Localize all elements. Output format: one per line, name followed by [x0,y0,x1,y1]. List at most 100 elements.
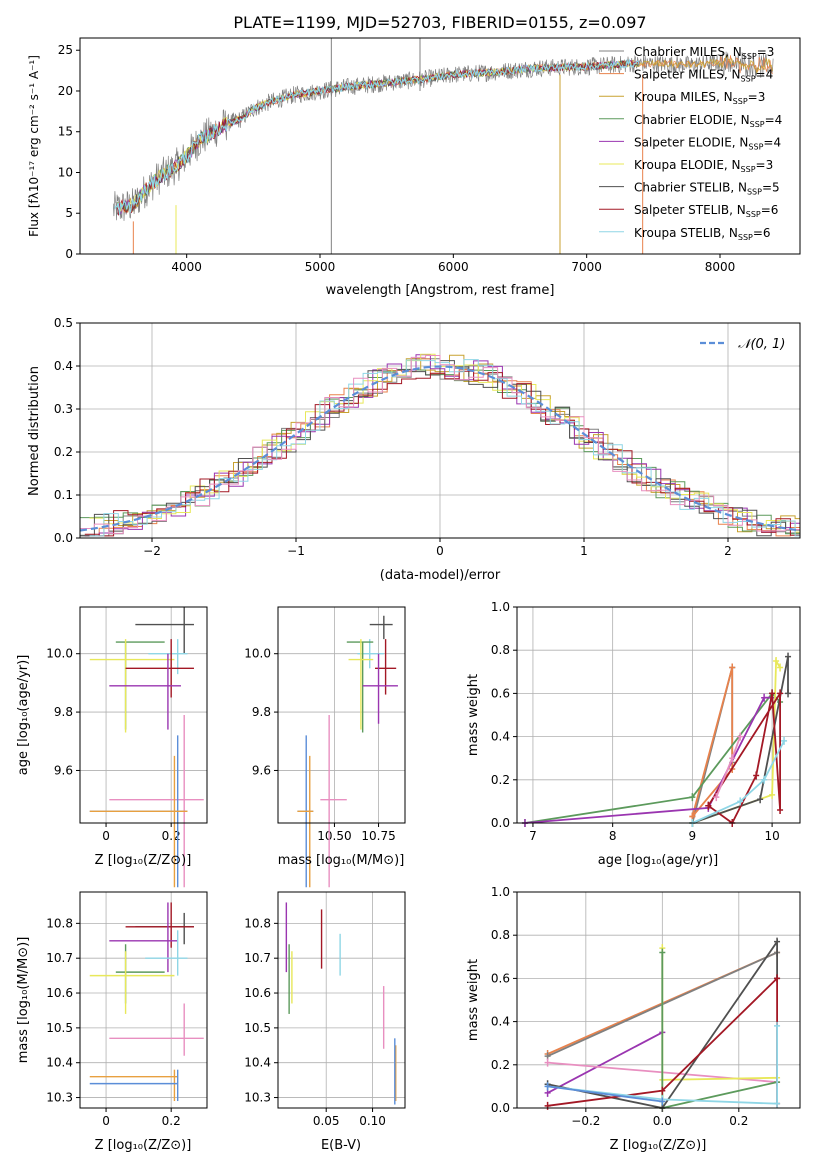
weight-vs-age-series-line [707,690,781,825]
mass-vs-metallicity-plot: 0 0.2 10.3 10.4 10.5 10.6 10.7 10.8 [46,892,207,1128]
weight-vs-metallicity-series-line [547,1031,663,1094]
age-vs-metallicity-ytick-label: 9.6 [54,763,73,777]
age-vs-mass-xtick-label: 10.50 [317,829,351,843]
spectrum-axes-frame [79,37,801,255]
spectrum-legend-label: Kroupa ELODIE, NSSP=3 [634,158,773,174]
spectrum-legend-label: Chabrier MILES, NSSP=3 [634,45,774,61]
spectrum-panel: PLATE=1199, MJD=52703, FIBERID=0155, z=0… [27,13,801,298]
weight-vs-age-frame [516,606,801,824]
mass-vs-ebv-panel: 0.05 0.10 10.3 10.4 10.5 10.6 10.7 10.8 E(B-V) [244,891,406,1153]
residuals-ytick-label: 0.1 [54,488,73,502]
weight-vs-age-point-marker [781,736,788,745]
mass-vs-metallicity-xtick-label: 0 [102,1114,110,1128]
weight-vs-metallicity-point-marker [659,1086,666,1095]
spectrum-ytick-label: 15 [58,125,73,139]
weight-vs-age-point-marker [777,806,784,815]
spectrum-legend-label: Salpeter ELODIE, NSSP=4 [634,135,781,151]
weight-vs-age-point-marker [705,801,712,810]
spectrum-ytick-label: 5 [65,206,73,220]
mass-vs-metallicity-ytick-label: 10.6 [46,986,73,1000]
age-vs-metallicity-ylabel: age [log₁₀(age/yr)] [16,655,31,776]
mass-vs-ebv-xtick-label: 0.10 [359,1114,386,1128]
weight-vs-age-point-marker [761,775,768,784]
weight-vs-age-point-marker [737,732,744,741]
weight-vs-age-point-marker [757,795,764,804]
mass-vs-ebv-ytick-label: 10.4 [244,1056,271,1070]
mass-vs-metallicity-panel: 0 0.2 10.3 10.4 10.5 10.6 10.7 10.8 Z [log₁₀(Z/… [16,891,208,1153]
residuals-ytick-label: 0.0 [54,531,73,545]
spectrum-line-kroupa-stelib [114,58,640,215]
weight-vs-metallicity-point-marker [774,974,781,983]
spectrum-ytick-label: 20 [58,84,73,98]
weight-vs-metallicity-series-line [547,1025,778,1105]
age-vs-metallicity-panel: 0 0.2 9.6 9.8 10.0 Z [log₁₀(Z/Z⊙)] age [log₁… [16,606,208,888]
weight-vs-metallicity-point-marker [774,1021,781,1030]
mass-vs-ebv-ytick-label: 10.8 [244,916,271,930]
weight-vs-age-point-marker [777,663,784,672]
weight-vs-age-series-line [692,740,785,824]
weight-vs-metallicity-point-marker [544,1101,551,1110]
age-vs-mass-xlabel: mass [log₁₀(M/M⊙)] [278,853,405,868]
weight-vs-age-point-marker [713,793,720,802]
weight-vs-age-point-marker [761,693,768,702]
mass-vs-ebv-ytick-label: 10.7 [244,951,271,965]
weight-vs-age-point-marker [737,797,744,806]
weight-vs-metallicity-ytick-label: 0.4 [491,1015,510,1029]
residuals-xtick-label: −2 [143,544,161,558]
mass-vs-ebv-ytick-label: 10.6 [244,986,271,1000]
age-vs-mass-ytick-label: 9.6 [252,763,271,777]
mass-vs-metallicity-ytick-label: 10.8 [46,916,73,930]
residuals-axes-frame [79,322,801,539]
mass-vs-metallicity-xlabel: Z [log₁₀(Z/Z⊙)] [95,1138,192,1153]
weight-vs-metallicity-series-line [547,938,778,1110]
residuals-panel: −2 −1 0 1 2 0.0 0.1 0.2 0.3 0.4 0.5 (data-model)/e… [27,316,801,583]
weight-vs-age-point-marker [773,657,780,665]
spectrum-legend-label: Salpeter MILES, NSSP=4 [634,68,773,84]
weight-vs-age-ylabel: mass weight [466,674,481,756]
age-vs-mass-ytick-label: 10.0 [244,647,271,661]
weight-vs-age-point-marker [769,689,776,698]
age-vs-mass-frame [277,606,406,824]
weight-vs-age-xtick-label: 10 [764,829,779,843]
spectrum-title: PLATE=1199, MJD=52703, FIBERID=0155, z=0… [233,13,646,32]
weight-vs-age-ytick-label: 1.0 [491,600,510,614]
spectrum-ylabel: Flux [fλ10⁻¹⁷ erg cm⁻² s⁻¹ A⁻¹] [27,55,41,237]
spectrum-xlabel: wavelength [Angstrom, rest frame] [326,283,555,298]
spectrum-ytick-label: 0 [65,247,73,261]
residuals-ytick-label: 0.5 [54,316,73,330]
weight-vs-age-xtick-label: 8 [609,829,617,843]
spectrum-line-salpeter-stelib [116,60,640,216]
residuals-ytick-label: 0.4 [54,359,73,373]
weight-vs-age-point-marker [689,793,696,802]
mass-vs-ebv-plot: 0.05 0.10 10.3 10.4 10.5 10.6 10.7 10.8 [244,892,405,1128]
spectrum-plot-area: 4000 5000 6000 7000 8000 0 5 10 15 20 25 [58,38,774,274]
weight-vs-metallicity-point-marker [774,937,781,946]
residuals-xlabel: (data-model)/error [380,568,501,583]
weight-vs-age-series-line [692,657,781,824]
mass-vs-metallicity-ytick-label: 10.3 [46,1091,73,1105]
weight-vs-age-point-marker [785,689,792,698]
residuals-xtick-label: 2 [724,544,732,558]
mass-vs-ebv-xlabel: E(B-V) [321,1138,361,1153]
age-vs-mass-xtick-label: 10.75 [361,829,395,843]
residual-histogram-salpeter-stelib [84,370,800,537]
weight-vs-age-series-line [524,696,773,824]
spectrum-xtick-label: 6000 [438,260,469,274]
residuals-ytick-label: 0.2 [54,445,73,459]
weight-vs-metallicity-ylabel: mass weight [466,959,481,1041]
spectrum-legend-label: Chabrier ELODIE, NSSP=4 [634,113,782,129]
weight-vs-age-xtick-label: 7 [529,829,537,843]
spectrum-xtick-label: 5000 [305,260,336,274]
weight-vs-metallicity-xlabel: Z [log₁₀(Z/Z⊙)] [610,1138,707,1153]
weight-vs-age-point-marker [729,663,736,672]
age-vs-mass-panel: 10.50 10.75 9.6 9.8 10.0 mass [log₁₀(M/M⊙)] [244,606,406,888]
weight-vs-age-point-marker [777,689,784,698]
weight-vs-metallicity-series-line [547,1085,663,1103]
weight-vs-age-plot: 7 8 9 10 0.0 0.2 0.4 0.6 0.8 1.0 [491,600,800,843]
age-vs-metallicity-ytick-label: 9.8 [54,705,73,719]
mass-vs-metallicity-ytick-label: 10.4 [46,1056,73,1070]
mass-vs-ebv-ytick-label: 10.5 [244,1021,271,1035]
residual-histogram-salpeter-elodie [84,354,800,537]
spectrum-legend-label: Kroupa MILES, NSSP=3 [634,90,765,106]
spectrum-legend-label: Chabrier STELIB, NSSP=5 [634,181,780,197]
